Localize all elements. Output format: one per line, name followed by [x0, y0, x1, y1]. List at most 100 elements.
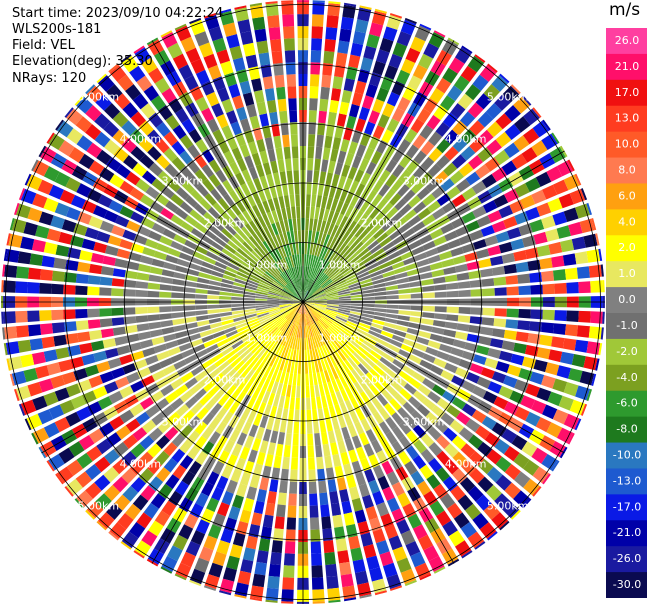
range-gate — [171, 292, 184, 299]
range-gate — [381, 129, 394, 144]
range-gate — [242, 547, 256, 562]
range-gate — [132, 162, 148, 177]
range-gate — [185, 195, 198, 208]
range-gate — [486, 466, 503, 483]
range-gate — [446, 306, 459, 314]
range-gate — [308, 134, 316, 147]
range-gate — [461, 211, 476, 224]
range-gate — [494, 308, 507, 317]
range-gate — [314, 158, 321, 171]
colorbar-tick-label: 10.0 — [615, 138, 640, 151]
range-gate — [284, 541, 296, 554]
range-gate — [219, 287, 233, 293]
range-gate — [474, 541, 486, 550]
range-gate — [311, 230, 316, 243]
range-gate — [307, 242, 311, 255]
range-gate — [422, 285, 435, 292]
range-gate — [264, 502, 276, 516]
range-gate — [189, 86, 204, 101]
range-gate — [304, 278, 306, 291]
range-gate — [371, 193, 383, 207]
range-gate — [303, 299, 315, 302]
range-gate — [308, 110, 317, 123]
colorbar-segment — [606, 183, 647, 210]
range-gate — [108, 63, 119, 73]
range-gate — [420, 433, 435, 448]
range-gate — [369, 384, 381, 397]
range-gate — [326, 265, 336, 276]
range-gate — [331, 367, 339, 380]
range-gate — [384, 188, 396, 202]
range-gate — [252, 463, 263, 477]
range-gate — [344, 386, 354, 400]
range-gate — [188, 415, 201, 430]
range-gate — [121, 120, 137, 136]
range-gate — [433, 235, 447, 247]
range-gate — [303, 290, 307, 302]
range-gate — [316, 195, 322, 208]
range-gate — [273, 455, 282, 469]
range-gate — [352, 333, 365, 343]
range-gate — [296, 278, 301, 291]
range-gate — [359, 319, 372, 326]
range-gate — [317, 359, 323, 372]
range-gate — [299, 254, 302, 267]
range-gate — [413, 439, 427, 454]
range-gate — [224, 350, 236, 360]
range-gate — [283, 308, 294, 317]
range-gate — [427, 426, 442, 441]
range-gate — [363, 443, 375, 457]
range-gate — [140, 103, 156, 119]
range-gate — [102, 255, 116, 266]
range-gate — [214, 236, 227, 248]
range-gate — [312, 287, 323, 296]
range-gate — [114, 494, 131, 511]
range-gate — [355, 570, 369, 585]
range-gate — [370, 350, 382, 360]
range-gate — [402, 86, 417, 101]
range-gate — [326, 293, 339, 298]
range-gate — [349, 486, 360, 501]
range-gate — [392, 426, 405, 440]
range-gate — [147, 146, 162, 161]
range-gate — [331, 273, 343, 282]
range-gate — [303, 302, 307, 314]
range-gate — [212, 389, 225, 402]
range-gate — [276, 382, 283, 396]
range-gate — [267, 293, 280, 298]
range-gate — [423, 98, 438, 114]
range-gate — [323, 382, 330, 396]
range-gate — [461, 380, 476, 393]
range-gate — [216, 475, 229, 490]
range-gate — [209, 322, 223, 329]
range-gate — [493, 276, 507, 286]
range-gate — [15, 281, 28, 294]
range-gate — [148, 112, 164, 128]
range-gate — [295, 194, 300, 207]
range-gate — [113, 441, 129, 457]
colorbar-tick-label: 6.0 — [618, 189, 636, 202]
range-gate — [188, 128, 202, 144]
range-gate — [525, 177, 541, 193]
range-gate — [487, 348, 502, 359]
range-label: 3.00km — [403, 174, 445, 187]
range-gate — [160, 566, 173, 574]
range-gate — [174, 265, 188, 274]
range-gate — [203, 535, 218, 551]
range-gate — [58, 231, 73, 245]
range-gate — [282, 334, 289, 347]
range-gate — [173, 359, 187, 370]
range-gate — [239, 446, 250, 460]
range-gate — [303, 290, 307, 302]
range-gate — [319, 492, 329, 506]
range-gate — [55, 473, 64, 485]
range-gate — [377, 256, 390, 266]
range-gate — [176, 336, 190, 346]
range-gate — [159, 284, 172, 291]
range-gate — [38, 378, 54, 393]
range-gate — [303, 293, 313, 302]
range-gate — [207, 309, 220, 314]
range-gate — [466, 261, 480, 271]
range-gate — [398, 305, 411, 310]
range-gate — [303, 302, 315, 305]
